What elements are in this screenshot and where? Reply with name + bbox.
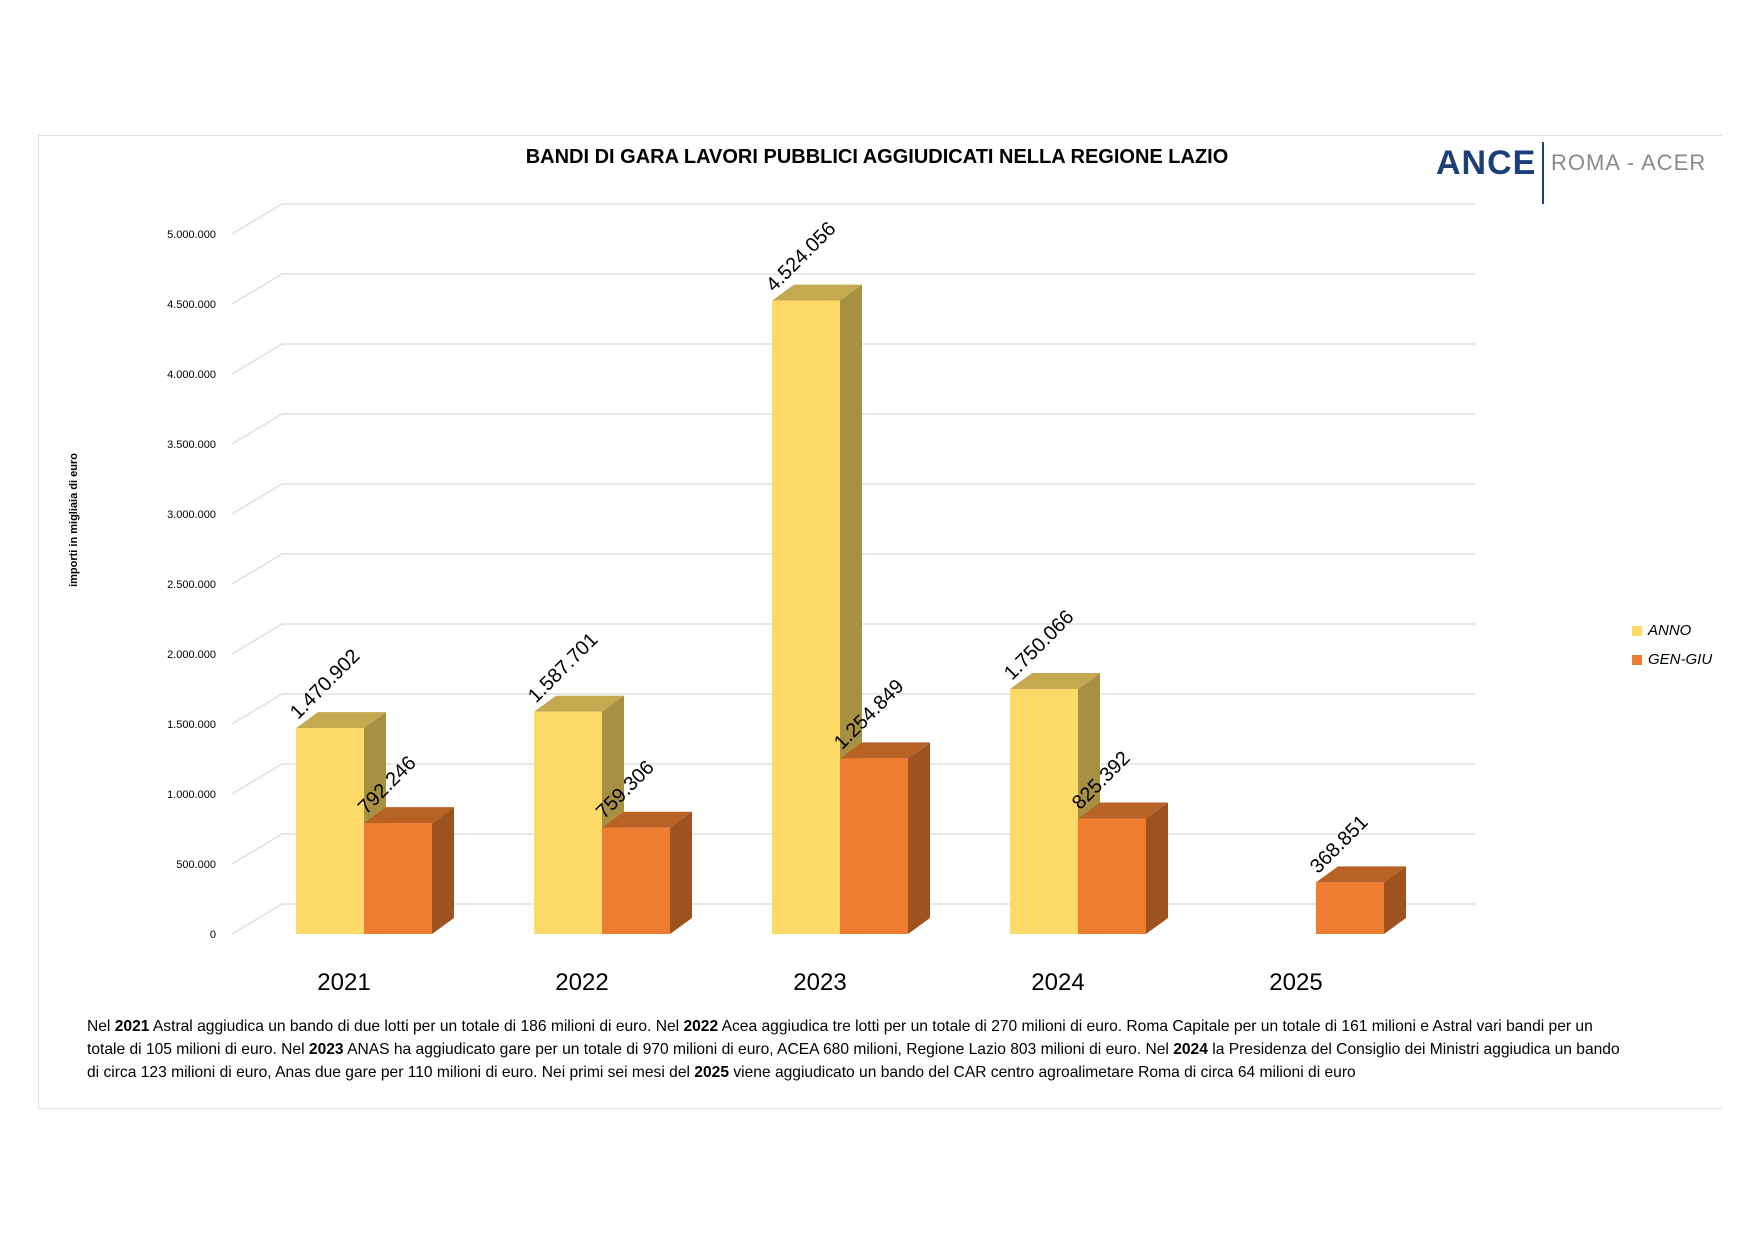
logo-separator xyxy=(1542,142,1544,204)
bar-side-gen-giu xyxy=(1384,866,1406,934)
bar-top-gen-giu xyxy=(602,811,692,828)
gridline-diagonal xyxy=(231,903,283,935)
gridline-diagonal xyxy=(231,553,283,585)
chart-frame xyxy=(38,135,1722,1109)
bar-top-anno xyxy=(772,284,862,301)
gridline-diagonal xyxy=(231,623,283,655)
y-tick-label: 500.000 xyxy=(176,859,216,871)
y-tick-label: 2.000.000 xyxy=(167,649,216,661)
bar-top-anno xyxy=(296,712,386,729)
bar-side-gen-giu xyxy=(670,811,692,934)
gridline-diagonal xyxy=(231,693,283,725)
bar-side-gen-giu xyxy=(1146,802,1168,934)
y-tick-label: 3.500.000 xyxy=(167,439,216,451)
bar-top-anno xyxy=(1010,672,1100,689)
bar-top-anno xyxy=(534,695,624,712)
logo-subtitle: ROMA - ACER xyxy=(1551,150,1707,175)
gridline-diagonal xyxy=(231,343,283,375)
bar-gen-giu xyxy=(1078,818,1146,934)
legend-label-anno: ANNO xyxy=(1648,622,1692,639)
x-tick-label: 2022 xyxy=(555,969,608,996)
gridline-diagonal xyxy=(231,483,283,515)
gridline-diagonal xyxy=(231,763,283,795)
footnote-segment: Acea aggiudica tre lotti per un totale d… xyxy=(718,1018,1593,1035)
gridline-diagonal xyxy=(231,833,283,865)
bar-top-gen-giu xyxy=(840,742,930,759)
legend-swatch-gen-giu xyxy=(1632,654,1642,665)
y-tick-label: 1.000.000 xyxy=(167,789,216,801)
y-tick-label: 3.000.000 xyxy=(167,509,216,521)
bar-top-gen-giu xyxy=(1078,802,1168,819)
footnote-segment: Astral aggiudica un bando di due lotti p… xyxy=(149,1018,684,1035)
data-label: 1.587.701 xyxy=(524,629,602,707)
x-tick-label: 2021 xyxy=(317,969,370,996)
y-tick-label: 4.000.000 xyxy=(167,369,216,381)
bar-top-gen-giu xyxy=(1316,866,1406,883)
footnote-text: Nel 2021 Astral aggiudica un bando di du… xyxy=(87,1015,1687,1084)
bar-anno xyxy=(296,728,364,934)
footnote-year: 2022 xyxy=(683,1018,719,1035)
x-tick-label: 2025 xyxy=(1269,969,1322,996)
data-label: 1.750.066 xyxy=(1000,606,1078,684)
footnote-segment: totale di 105 milioni di euro. Nel xyxy=(87,1041,309,1058)
bar-gen-giu xyxy=(1316,882,1384,934)
bar-gen-giu xyxy=(602,827,670,934)
legend-item-gen-giu: GEN-GIU xyxy=(1632,645,1712,674)
x-tick-label: 2024 xyxy=(1031,969,1084,996)
footnote-year: 2023 xyxy=(308,1041,344,1058)
x-tick-label: 2023 xyxy=(793,969,846,996)
bar-anno xyxy=(534,711,602,934)
footnote-segment: viene aggiudicato un bando del CAR centr… xyxy=(729,1064,1356,1081)
bar-side-gen-giu xyxy=(908,742,930,934)
logo-brand: ANCE xyxy=(1436,144,1537,182)
y-tick-label: 5.000.000 xyxy=(167,229,216,241)
y-tick-label: 2.500.000 xyxy=(167,579,216,591)
bar-gen-giu xyxy=(840,758,908,934)
y-tick-label: 1.500.000 xyxy=(167,719,216,731)
y-tick-label: 4.500.000 xyxy=(167,299,216,311)
legend-swatch-anno xyxy=(1632,625,1642,636)
footnote-segment: Nel xyxy=(87,1018,115,1035)
bar-anno xyxy=(1010,688,1078,934)
gridline-diagonal xyxy=(231,203,283,235)
footnote-year: 2024 xyxy=(1173,1041,1208,1058)
gridline-diagonal xyxy=(231,413,283,445)
bar-gen-giu xyxy=(364,823,432,934)
bar-top-gen-giu xyxy=(364,807,454,824)
footnote-segment: la Presidenza del Consiglio dei Ministri… xyxy=(1207,1041,1620,1058)
bar-side-gen-giu xyxy=(432,807,454,934)
legend: ANNO GEN-GIU xyxy=(1632,616,1712,674)
legend-label-gen-giu: GEN-GIU xyxy=(1648,651,1713,668)
footnote-year: 2025 xyxy=(694,1064,729,1081)
gridline-diagonal xyxy=(231,273,283,305)
footnote-year: 2021 xyxy=(114,1018,150,1035)
footnote-segment: ANAS ha aggiudicato gare per un totale d… xyxy=(343,1041,1174,1058)
bar-anno xyxy=(772,300,840,934)
data-label: 1.470.902 xyxy=(286,645,364,723)
legend-item-anno: ANNO xyxy=(1632,616,1712,645)
y-tick-label: 0 xyxy=(210,929,216,941)
chart-title: BANDI DI GARA LAVORI PUBBLICI AGGIUDICAT… xyxy=(525,146,1229,168)
footnote-segment: di circa 123 milioni di euro, Anas due g… xyxy=(87,1064,695,1081)
data-label: 4.524.056 xyxy=(762,218,840,296)
